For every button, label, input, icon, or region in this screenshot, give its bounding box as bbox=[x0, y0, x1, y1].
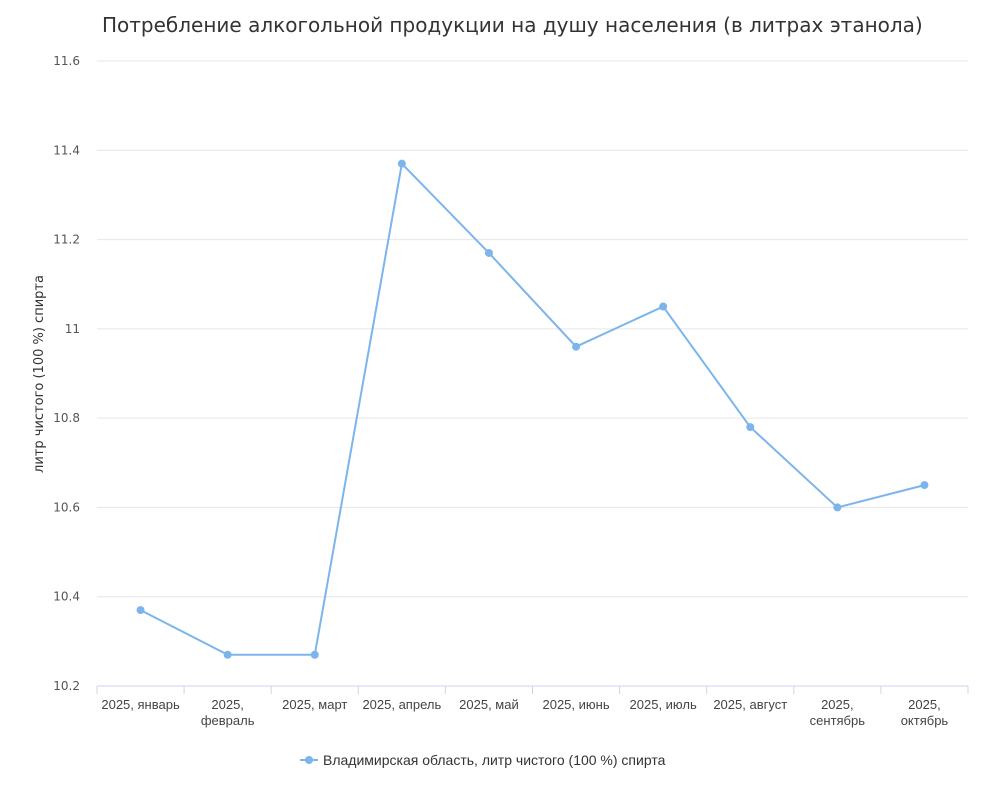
x-tick-label: 2025, май bbox=[459, 697, 519, 712]
data-point[interactable] bbox=[920, 481, 929, 490]
y-axis-label: литр чистого (100 %) спирта bbox=[32, 275, 47, 473]
y-tick-label: 11.2 bbox=[53, 233, 80, 247]
data-point[interactable] bbox=[746, 423, 755, 432]
data-point[interactable] bbox=[572, 342, 581, 351]
y-tick-label: 10.4 bbox=[53, 590, 80, 604]
y-tick-label: 11.4 bbox=[53, 143, 80, 157]
data-point[interactable] bbox=[484, 248, 493, 257]
data-point[interactable] bbox=[659, 302, 668, 311]
y-tick-label: 10.8 bbox=[53, 411, 80, 425]
x-tick-label: 2025, август bbox=[713, 697, 787, 712]
data-point[interactable] bbox=[136, 606, 145, 615]
y-tick-label: 10.6 bbox=[53, 500, 80, 514]
grid-lines bbox=[97, 60, 968, 598]
x-tick-label: 2025, январь bbox=[101, 697, 180, 712]
data-point[interactable] bbox=[833, 503, 842, 512]
x-axis bbox=[96, 685, 969, 694]
legend[interactable]: Владимирская область, литр чистого (100 … bbox=[300, 752, 666, 768]
x-tick-label: 2025, сентябрь bbox=[810, 697, 866, 728]
data-point[interactable] bbox=[310, 650, 319, 659]
series bbox=[136, 159, 929, 659]
data-point[interactable] bbox=[397, 159, 406, 168]
y-tick-label: 11.6 bbox=[53, 54, 80, 68]
y-tick-label: 10.2 bbox=[53, 679, 80, 693]
y-axis-ticks: 10.2 10.4 10.6 10.8 11 11.2 11.4 11.6 bbox=[53, 54, 80, 693]
x-axis-ticks: 2025, январь 2025, февраль 2025, март 2025, … bbox=[101, 697, 948, 728]
series-line bbox=[140, 162, 925, 656]
x-tick-label: 2025, июль bbox=[630, 697, 697, 712]
y-tick-label: 11 bbox=[65, 322, 80, 336]
x-tick-label: 2025, февраль bbox=[201, 697, 255, 728]
legend-label[interactable]: Владимирская область, литр чистого (100 … bbox=[323, 752, 666, 768]
data-point[interactable] bbox=[223, 650, 232, 659]
x-tick-label: 2025, март bbox=[282, 697, 347, 712]
x-tick-label: 2025, июнь bbox=[542, 697, 609, 712]
chart-title: Потребление алкогольной продукции на душ… bbox=[102, 13, 923, 37]
legend-marker-dot bbox=[305, 756, 313, 764]
x-tick-label: 2025, октябрь bbox=[901, 697, 949, 728]
x-tick-label: 2025, апрель bbox=[362, 697, 441, 712]
